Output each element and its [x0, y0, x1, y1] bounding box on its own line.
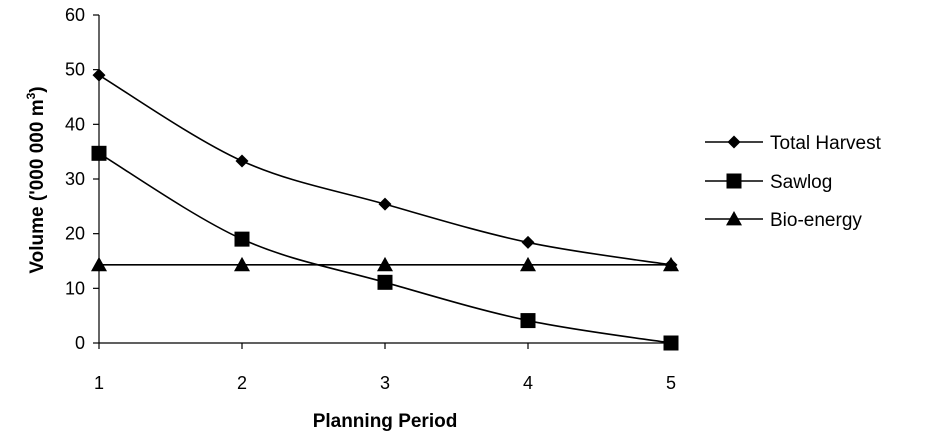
legend-marker-square [726, 173, 742, 189]
legend-marker-triangle [726, 211, 742, 226]
y-tick-label: 20 [65, 224, 85, 244]
y-axis: 0 10 20 30 40 50 60 [65, 5, 100, 353]
data-point-triangle [91, 256, 107, 272]
y-tick-label: 30 [65, 169, 85, 189]
legend-item: Total Harvest [705, 133, 882, 154]
y-tick-label: 50 [65, 60, 85, 80]
y-tick-label: 0 [75, 333, 85, 353]
legend-label: Sawlog [770, 172, 832, 193]
data-point-square [234, 231, 250, 247]
x-tick-label: 1 [94, 373, 104, 393]
data-point-triangle [520, 256, 536, 272]
series-line [98, 74, 672, 266]
x-tick-label: 2 [237, 373, 247, 393]
data-point-diamond [521, 235, 535, 249]
series-total-harvest [92, 68, 678, 272]
x-tick-label: 5 [666, 373, 676, 393]
series-sawlog [91, 145, 679, 351]
data-point-square [663, 335, 679, 351]
data-point-square [91, 145, 107, 161]
data-point-diamond [92, 68, 106, 82]
series-bio-energy [91, 256, 679, 272]
data-point-triangle [377, 256, 393, 272]
y-tick-label: 40 [65, 114, 85, 134]
data-point-triangle [234, 256, 250, 272]
series-line [98, 152, 672, 344]
data-point-diamond [378, 197, 392, 211]
legend-label: Bio-energy [770, 210, 862, 231]
legend-item: Bio-energy [705, 210, 862, 231]
data-point-diamond [235, 154, 249, 168]
x-axis: 1 2 3 4 5 [94, 342, 676, 393]
y-tick-label: 10 [65, 278, 85, 298]
y-axis-title: Volume ('000 000 m3) [24, 86, 48, 273]
x-tick-label: 4 [523, 373, 533, 393]
y-tick-label: 60 [65, 5, 85, 25]
data-point-square [520, 313, 536, 329]
legend-label: Total Harvest [770, 133, 882, 154]
data-point-triangle [663, 256, 679, 272]
x-axis-title: Planning Period [313, 411, 458, 432]
legend: Total Harvest Sawlog Bio-energy [705, 133, 882, 231]
data-point-square [377, 274, 393, 290]
x-tick-label: 3 [380, 373, 390, 393]
legend-item: Sawlog [705, 172, 832, 193]
series-layer [91, 68, 679, 351]
legend-marker-diamond [727, 135, 741, 149]
